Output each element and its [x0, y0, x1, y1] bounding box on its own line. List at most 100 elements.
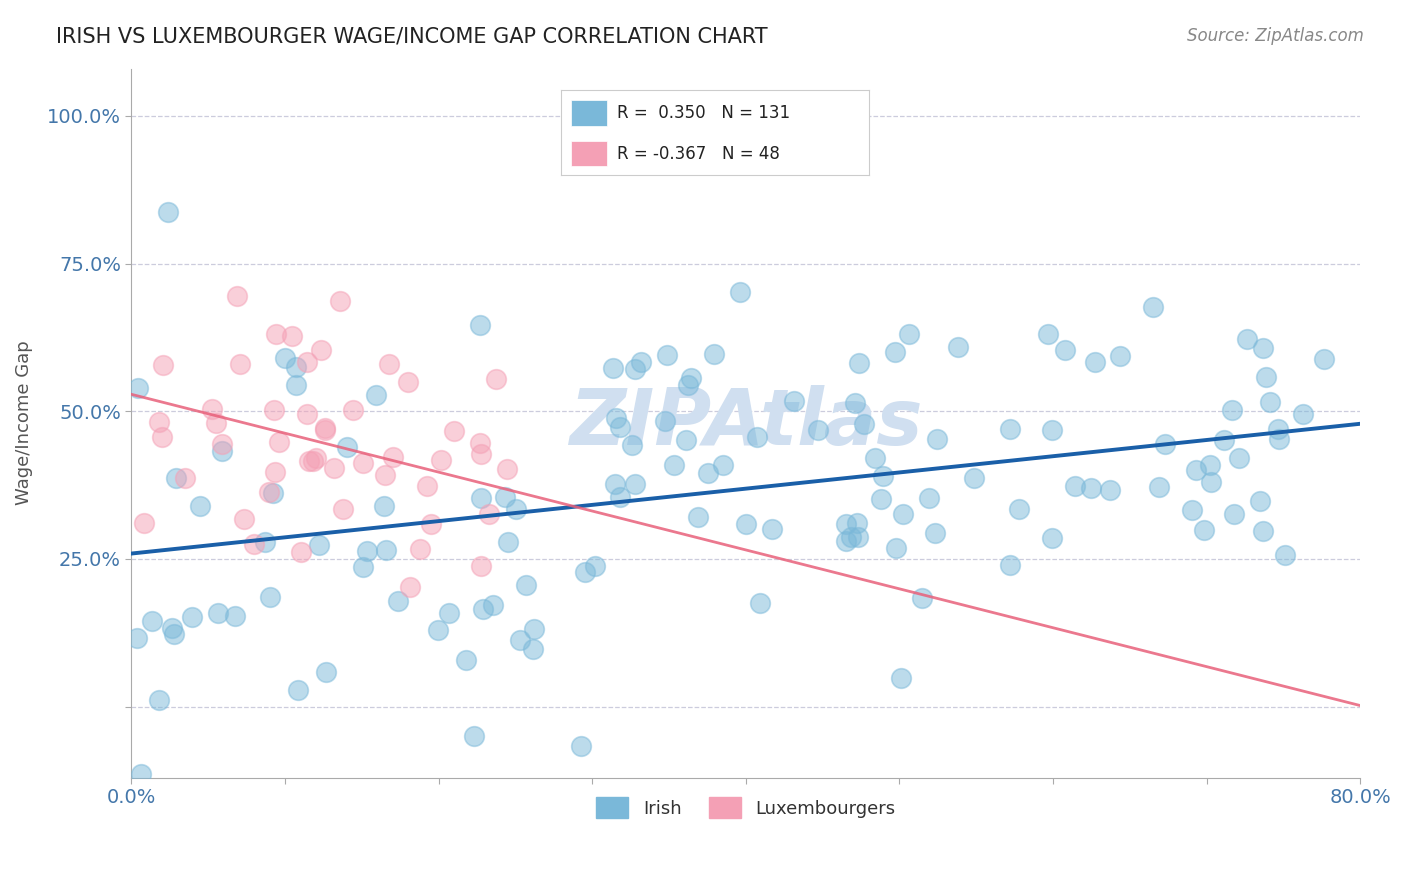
- Point: [364, 388, 387, 402]
- Text: IRISH VS LUXEMBOURGER WAGE/INCOME GAP CORRELATION CHART: IRISH VS LUXEMBOURGER WAGE/INCOME GAP CO…: [56, 27, 768, 46]
- Point: [655, 348, 678, 362]
- Point: [605, 476, 627, 491]
- Point: [509, 633, 531, 648]
- Point: [1267, 422, 1289, 436]
- Point: [1000, 558, 1022, 572]
- Point: [998, 421, 1021, 435]
- Point: [259, 590, 281, 604]
- Point: [160, 621, 183, 635]
- Point: [332, 502, 354, 516]
- Point: [925, 433, 948, 447]
- Point: [315, 665, 337, 679]
- Point: [609, 419, 631, 434]
- Point: [1251, 341, 1274, 355]
- Point: [181, 610, 204, 624]
- Point: [356, 544, 378, 558]
- Point: [1098, 483, 1121, 497]
- Point: [1063, 479, 1085, 493]
- Point: [630, 355, 652, 369]
- Point: [834, 517, 856, 532]
- Point: [1258, 394, 1281, 409]
- Point: [314, 423, 336, 437]
- Point: [207, 606, 229, 620]
- Point: [1249, 494, 1271, 508]
- Point: [676, 377, 699, 392]
- Point: [1267, 432, 1289, 446]
- Point: [734, 516, 756, 531]
- Point: [1142, 300, 1164, 314]
- Point: [1040, 531, 1063, 545]
- Point: [522, 642, 544, 657]
- Point: [471, 602, 494, 616]
- Point: [150, 430, 173, 444]
- Point: [848, 356, 870, 370]
- Point: [675, 434, 697, 448]
- Point: [396, 376, 419, 390]
- Point: [228, 357, 250, 371]
- Point: [846, 516, 869, 531]
- Point: [287, 683, 309, 698]
- Point: [174, 471, 197, 485]
- Point: [201, 401, 224, 416]
- Point: [574, 565, 596, 579]
- Point: [924, 525, 946, 540]
- Point: [322, 461, 344, 475]
- Point: [148, 415, 170, 429]
- Point: [505, 502, 527, 516]
- Point: [132, 516, 155, 531]
- Point: [211, 444, 233, 458]
- Point: [609, 490, 631, 504]
- Point: [254, 535, 277, 549]
- Point: [711, 458, 734, 472]
- Point: [1222, 507, 1244, 521]
- Point: [911, 591, 934, 605]
- Point: [141, 615, 163, 629]
- Point: [387, 594, 409, 608]
- Point: [1212, 433, 1234, 447]
- Point: [748, 596, 770, 610]
- Point: [1236, 332, 1258, 346]
- Point: [686, 510, 709, 524]
- Point: [624, 361, 647, 376]
- Point: [353, 560, 375, 574]
- Point: [463, 729, 485, 743]
- Point: [835, 533, 858, 548]
- Point: [496, 535, 519, 549]
- Point: [257, 484, 280, 499]
- Point: [285, 360, 308, 375]
- Text: Source: ZipAtlas.com: Source: ZipAtlas.com: [1187, 27, 1364, 45]
- Point: [853, 417, 876, 432]
- Point: [728, 285, 751, 299]
- Point: [263, 403, 285, 417]
- Point: [1147, 480, 1170, 494]
- Point: [1274, 548, 1296, 562]
- Point: [224, 609, 246, 624]
- Point: [883, 345, 905, 359]
- Point: [918, 491, 941, 505]
- Point: [298, 454, 321, 468]
- Point: [243, 537, 266, 551]
- Point: [308, 538, 330, 552]
- Point: [662, 458, 685, 473]
- Point: [1227, 451, 1250, 466]
- Point: [494, 490, 516, 504]
- Point: [342, 403, 364, 417]
- Point: [697, 466, 720, 480]
- Point: [839, 530, 862, 544]
- Point: [262, 485, 284, 500]
- Point: [373, 499, 395, 513]
- Point: [204, 416, 226, 430]
- Point: [148, 693, 170, 707]
- Point: [496, 462, 519, 476]
- Point: [125, 631, 148, 645]
- Point: [269, 435, 291, 450]
- Point: [869, 491, 891, 506]
- Point: [399, 580, 422, 594]
- Point: [156, 204, 179, 219]
- Point: [409, 541, 432, 556]
- Point: [890, 671, 912, 685]
- Point: [1084, 354, 1107, 368]
- Point: [328, 294, 350, 309]
- Point: [274, 351, 297, 365]
- Point: [211, 437, 233, 451]
